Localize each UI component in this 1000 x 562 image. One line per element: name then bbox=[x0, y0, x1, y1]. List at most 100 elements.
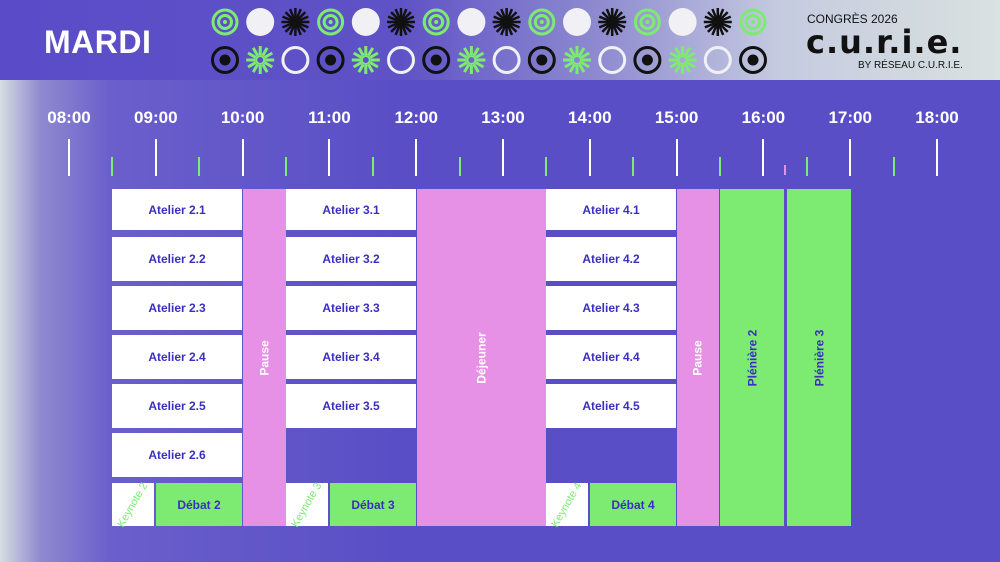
half-hour-tick bbox=[719, 157, 721, 176]
atelier-block-label: Atelier 2.2 bbox=[148, 252, 206, 266]
black-asterisk-icon bbox=[598, 8, 627, 36]
half-hour-tick bbox=[632, 157, 635, 176]
debat-block[interactable]: Débat 2 bbox=[156, 483, 242, 526]
atelier-block[interactable]: Atelier 4.2 bbox=[546, 237, 676, 281]
hour-tick bbox=[936, 139, 938, 176]
atelier-block[interactable]: Atelier 4.1 bbox=[546, 189, 676, 230]
pleniere-2-block[interactable]: Plénière 2 bbox=[720, 189, 784, 526]
atelier-block[interactable]: Atelier 3.3 bbox=[286, 286, 416, 330]
black-asterisk-icon bbox=[281, 8, 310, 36]
black-dot-ring-icon bbox=[316, 46, 345, 74]
pause-block[interactable]: Pause bbox=[677, 189, 719, 526]
atelier-block-label: Atelier 4.2 bbox=[582, 252, 640, 266]
atelier-block-label: Atelier 2.3 bbox=[148, 301, 206, 315]
hour-label: 15:00 bbox=[654, 108, 699, 127]
atelier-block-label: Atelier 3.1 bbox=[322, 202, 380, 217]
half-hour-tick bbox=[111, 157, 114, 176]
atelier-block-label: Atelier 4.5 bbox=[582, 399, 640, 413]
black-dot-ring-icon bbox=[739, 46, 767, 74]
atelier-block[interactable]: Atelier 2.2 bbox=[112, 237, 242, 281]
white-disk-icon bbox=[457, 8, 486, 36]
keynote-block-label: Keynote 3 bbox=[289, 480, 325, 529]
pleniere-label: Plénière 2 bbox=[744, 329, 759, 386]
hour-tick bbox=[415, 139, 418, 176]
black-dot-ring-icon bbox=[211, 46, 239, 74]
atelier-block[interactable]: Atelier 2.5 bbox=[112, 384, 242, 428]
debat-block-label: Débat 4 bbox=[611, 497, 655, 512]
half-hour-tick bbox=[371, 157, 374, 176]
debat-block[interactable]: Débat 3 bbox=[330, 483, 416, 526]
hour-tick bbox=[68, 139, 70, 176]
atelier-block-label: Atelier 3.5 bbox=[322, 399, 380, 413]
hour-label: 09:00 bbox=[134, 108, 178, 127]
half-hour-tick bbox=[285, 157, 287, 176]
pause-label: Pause bbox=[257, 339, 272, 376]
white-disk-icon bbox=[563, 8, 591, 36]
hour-label: 13:00 bbox=[481, 108, 525, 127]
hour-tick bbox=[675, 139, 678, 176]
black-asterisk-icon bbox=[703, 8, 732, 36]
green-sunburst-icon bbox=[668, 46, 697, 74]
black-asterisk-icon bbox=[387, 8, 415, 36]
atelier-block[interactable]: Atelier 3.5 bbox=[286, 384, 416, 428]
debat-block[interactable]: Débat 4 bbox=[590, 483, 676, 526]
atelier-block-label: Atelier 4.1 bbox=[582, 202, 640, 217]
day-title: MARDI bbox=[44, 24, 152, 60]
atelier-block[interactable]: Atelier 2.1 bbox=[112, 189, 242, 230]
atelier-block-label: Atelier 2.1 bbox=[148, 202, 206, 217]
header-band: MARDI CONGRÈS 2026 c.u.r.i.e. BY RÉSEAU … bbox=[0, 0, 1000, 80]
white-ring-icon bbox=[387, 46, 415, 74]
atelier-block-label: Atelier 2.5 bbox=[148, 399, 206, 413]
pleniere-3-block[interactable]: Plénière 3 bbox=[787, 189, 851, 526]
atelier-block-label: Atelier 2.6 bbox=[148, 448, 206, 462]
hour-label: 16:00 bbox=[741, 108, 786, 127]
atelier-block[interactable]: Atelier 2.6 bbox=[112, 433, 242, 477]
green-target-icon bbox=[739, 8, 767, 36]
atelier-block-label: Atelier 3.2 bbox=[322, 252, 380, 266]
atelier-block-label: Atelier 4.3 bbox=[582, 301, 640, 315]
atelier-block[interactable]: Atelier 4.4 bbox=[546, 335, 676, 379]
atelier-block[interactable]: Atelier 4.3 bbox=[546, 286, 676, 330]
logo-wordmark: c.u.r.i.e. bbox=[806, 23, 963, 61]
atelier-block[interactable]: Atelier 4.5 bbox=[546, 384, 676, 428]
atelier-block-label: Atelier 4.4 bbox=[582, 350, 640, 364]
green-target-icon bbox=[211, 8, 239, 36]
keynote-block[interactable]: Keynote 2 bbox=[112, 480, 154, 529]
hour-label: 08:00 bbox=[47, 108, 91, 127]
keynote-block-label: Keynote 4 bbox=[549, 480, 585, 529]
atelier-block[interactable]: Atelier 3.4 bbox=[286, 335, 416, 379]
green-target-icon bbox=[422, 8, 450, 36]
white-ring-icon bbox=[492, 46, 521, 74]
hour-label: 14:00 bbox=[568, 108, 612, 127]
logo-tagline: CONGRÈS 2026 bbox=[807, 12, 898, 26]
hour-tick bbox=[762, 139, 765, 176]
hour-tick bbox=[328, 139, 331, 176]
atelier-block-label: Atelier 3.4 bbox=[322, 350, 380, 364]
atelier-block[interactable]: Atelier 3.1 bbox=[286, 189, 416, 230]
atelier-block[interactable]: Atelier 3.2 bbox=[286, 237, 416, 281]
white-disk-icon bbox=[668, 8, 697, 36]
atelier-block[interactable]: Atelier 2.4 bbox=[112, 335, 242, 379]
green-target-icon bbox=[633, 8, 661, 36]
lunch-block[interactable]: Déjeuner bbox=[417, 189, 546, 526]
half-hour-tick bbox=[545, 157, 548, 176]
marker-tick bbox=[784, 165, 787, 175]
hour-tick bbox=[241, 139, 244, 176]
debat-block-label: Débat 3 bbox=[351, 497, 395, 512]
half-hour-tick bbox=[805, 157, 808, 176]
atelier-block[interactable]: Atelier 2.3 bbox=[112, 286, 242, 330]
black-dot-ring-icon bbox=[527, 46, 556, 74]
green-sunburst-icon bbox=[246, 46, 275, 74]
hour-tick bbox=[588, 139, 591, 176]
atelier-block-label: Atelier 2.4 bbox=[148, 350, 206, 364]
pause-label: Pause bbox=[690, 339, 705, 376]
keynote-block[interactable]: Keynote 4 bbox=[546, 480, 588, 529]
white-ring-icon bbox=[598, 46, 627, 74]
half-hour-tick bbox=[458, 157, 461, 176]
pleniere-label: Plénière 3 bbox=[811, 329, 826, 386]
atelier-block-label: Atelier 3.3 bbox=[322, 301, 380, 315]
hour-label: 11:00 bbox=[308, 108, 351, 127]
keynote-block[interactable]: Keynote 3 bbox=[286, 480, 328, 529]
pause-block[interactable]: Pause bbox=[243, 189, 286, 526]
white-ring-icon bbox=[281, 46, 310, 74]
